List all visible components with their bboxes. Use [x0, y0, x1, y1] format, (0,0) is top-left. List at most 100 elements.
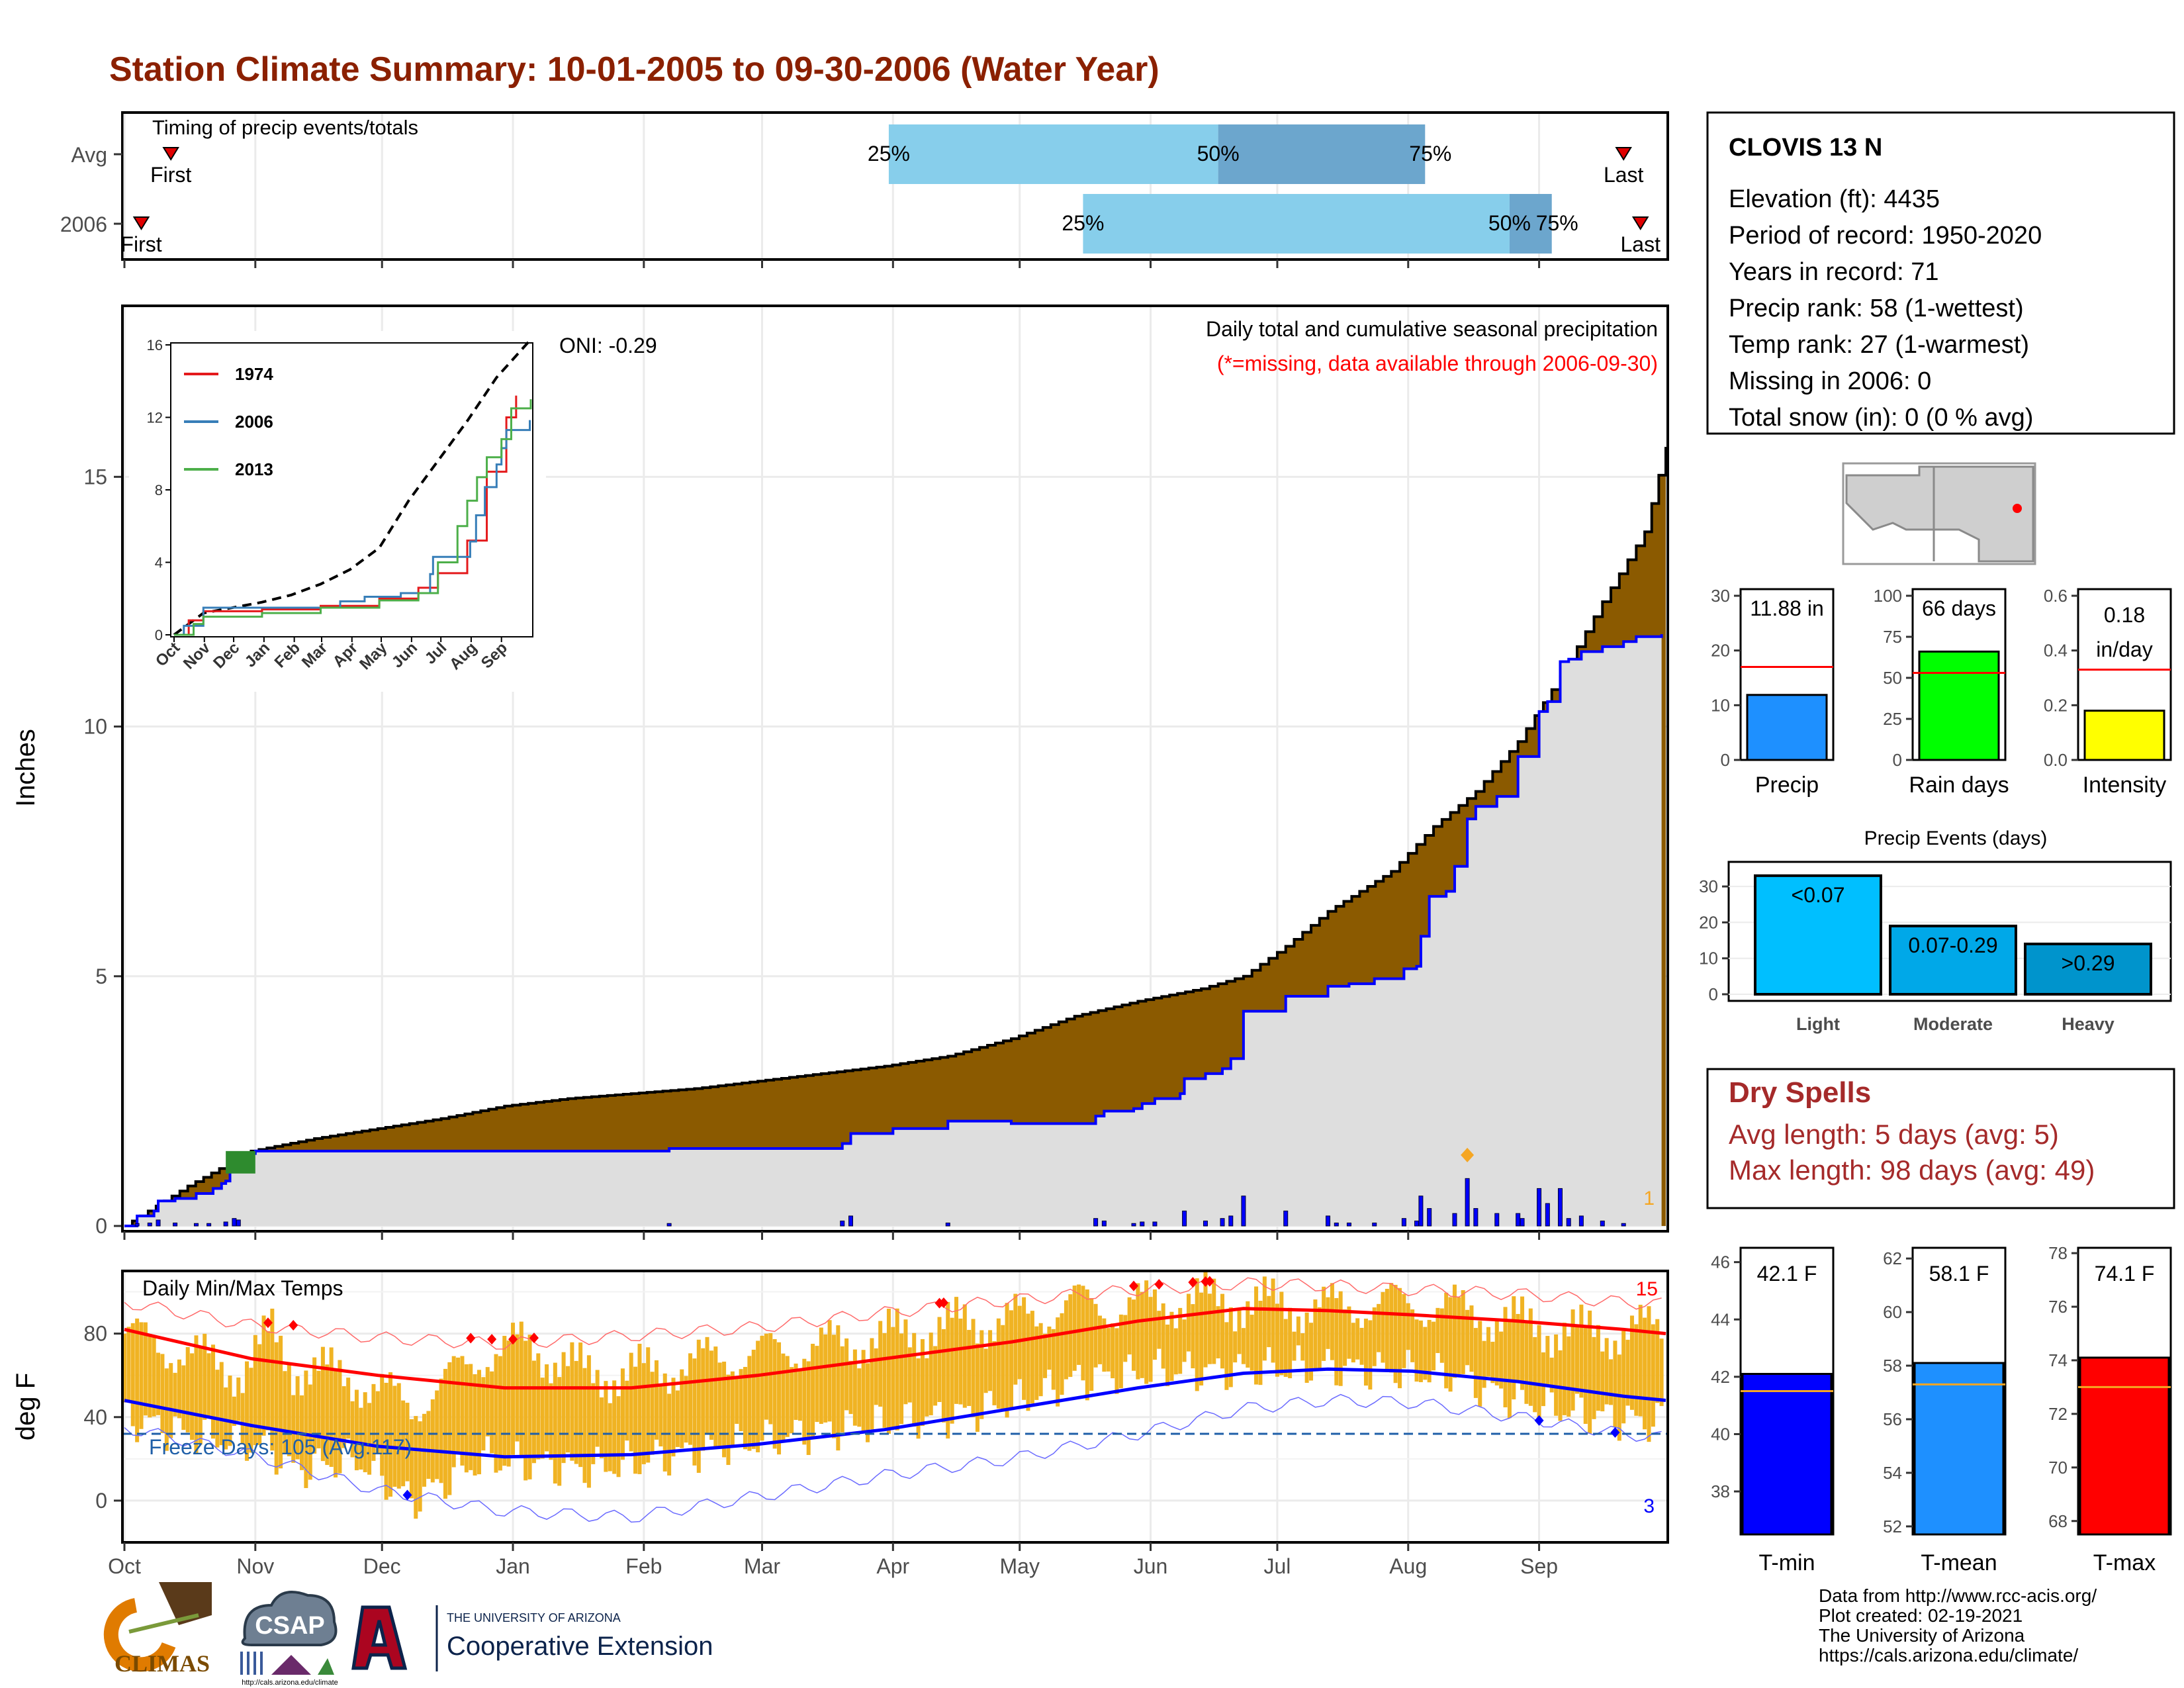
daily-temp-bar	[1435, 1307, 1440, 1354]
daily-temp-bar	[1111, 1323, 1115, 1379]
daily-temp-bar	[1579, 1304, 1584, 1398]
daily-temp-bar	[1494, 1321, 1499, 1385]
record-high-marker	[1188, 1277, 1198, 1288]
daily-temp-bar	[840, 1346, 844, 1432]
daily-precip-bar	[1465, 1178, 1470, 1227]
daily-temp-bar	[1554, 1334, 1559, 1416]
daily-temp-bar	[726, 1374, 731, 1466]
daily-temp-bar	[1152, 1289, 1157, 1360]
daily-temp-bar	[819, 1327, 823, 1425]
station-info-line: Precip rank: 58 (1-wettest)	[1729, 295, 2024, 322]
timing-first-marker	[162, 147, 179, 161]
daily-temp-bar	[1165, 1324, 1170, 1387]
daily-precip-bar	[1557, 1188, 1563, 1227]
daily-temp-bar	[717, 1362, 722, 1447]
event-bar-Light	[1754, 874, 1882, 996]
daily-temp-bar	[291, 1395, 296, 1463]
temp-summary-bar-T-min	[1741, 1373, 1833, 1536]
daily-temp-bar	[1060, 1313, 1064, 1395]
daily-temp-bar	[1600, 1351, 1605, 1412]
daily-temp-bar	[1338, 1291, 1343, 1386]
daily-temp-bar	[139, 1322, 144, 1429]
daily-temp-bar	[1613, 1340, 1617, 1428]
temp-summary-y-tick-label: 38	[1711, 1481, 1730, 1501]
daily-temp-bar	[895, 1308, 899, 1430]
record-high-marker	[1154, 1279, 1164, 1290]
daily-precip-bar	[1228, 1215, 1234, 1227]
daily-temp-bar	[958, 1318, 963, 1405]
freeze-days-label: Freeze Days: 105 (Avg:117)	[149, 1435, 412, 1459]
temp-y-tick-label: 80	[83, 1322, 107, 1346]
university-of-arizona-logo: THE UNIVERSITY OF ARIZONA Cooperative Ex…	[351, 1605, 713, 1671]
daily-temp-bar	[540, 1378, 545, 1459]
daily-temp-bar	[996, 1318, 1001, 1409]
daily-temp-bar	[561, 1352, 566, 1464]
daily-precip-bar	[236, 1219, 241, 1227]
daily-temp-bar	[1452, 1284, 1457, 1378]
daily-temp-bar	[1326, 1297, 1330, 1349]
daily-temp-bar	[1313, 1299, 1318, 1370]
temp-summary-y-tick-label: 58	[1883, 1356, 1902, 1376]
daily-precip-bar	[206, 1223, 212, 1227]
month-label: Aug	[1389, 1554, 1427, 1578]
daily-temp-bar	[553, 1362, 557, 1484]
inset-y-tick-label: 0	[155, 627, 163, 643]
daily-temp-bar	[1085, 1289, 1089, 1401]
daily-temp-bar	[325, 1364, 330, 1466]
daily-temp-bar	[257, 1344, 262, 1446]
footer-line: Data from http://www.rcc-acis.org/	[1819, 1585, 2097, 1606]
daily-temp-bar	[396, 1383, 401, 1489]
daily-temp-bar	[1132, 1299, 1136, 1371]
daily-precip-bar	[1494, 1213, 1500, 1227]
daily-temp-bar	[1537, 1325, 1541, 1421]
station-info-line: Temp rank: 27 (1-warmest)	[1729, 331, 2029, 359]
daily-temp-bar	[1355, 1318, 1360, 1360]
daily-temp-bar	[625, 1380, 629, 1441]
daily-temp-bar	[823, 1334, 828, 1423]
temp-summary-y-tick-label: 68	[2048, 1511, 2068, 1531]
daily-temp-bar	[430, 1399, 435, 1483]
daily-precip-bar	[1473, 1208, 1479, 1227]
daily-temp-bar	[363, 1392, 367, 1473]
daily-temp-bar	[827, 1320, 832, 1422]
daily-temp-bar	[612, 1380, 617, 1474]
timing-p75-label: 75%	[1536, 211, 1578, 235]
record-high-marker	[289, 1320, 298, 1331]
daily-temp-bar	[574, 1360, 578, 1464]
daily-temp-bar	[1503, 1307, 1508, 1408]
record-min-line	[124, 1393, 1662, 1523]
temp-summary-y-tick-label: 60	[1883, 1302, 1902, 1322]
daily-temp-bar	[1377, 1303, 1381, 1352]
daily-temp-bar	[616, 1396, 621, 1477]
daily-temp-bar	[469, 1364, 473, 1470]
daily-temp-bar	[920, 1338, 925, 1427]
daily-temp-bar	[130, 1323, 135, 1427]
daily-temp-bar	[747, 1356, 752, 1451]
daily-temp-bar	[1655, 1319, 1660, 1403]
daily-temp-bar	[836, 1325, 841, 1451]
ua-logo-small-text: THE UNIVERSITY OF ARIZONA	[447, 1611, 621, 1624]
footer-credits: Data from http://www.rcc-acis.org/Plot c…	[1819, 1585, 2097, 1665]
summary-y-tick-label: 0.6	[2044, 586, 2068, 606]
daily-temp-bar	[696, 1339, 701, 1473]
daily-temp-bar	[971, 1319, 976, 1417]
daily-temp-bar	[886, 1309, 891, 1434]
daily-temp-bar	[975, 1343, 979, 1432]
daily-temp-bar	[882, 1333, 887, 1428]
daily-temp-bar	[1228, 1307, 1233, 1387]
inset-y-tick-label: 16	[147, 337, 163, 353]
event-category-label: Light	[1796, 1014, 1840, 1034]
daily-temp-bar	[671, 1378, 676, 1457]
daily-temp-bar	[1368, 1320, 1373, 1390]
daily-temp-bar	[777, 1342, 782, 1455]
daily-temp-bar	[409, 1419, 414, 1499]
daily-precip-bar	[1520, 1218, 1525, 1227]
daily-temp-bar	[274, 1342, 279, 1475]
daily-temp-bar	[1393, 1284, 1398, 1383]
summary-y-tick-label: 100	[1874, 586, 1902, 606]
daily-temp-bar	[730, 1371, 735, 1446]
inset-background	[129, 331, 546, 692]
daily-temp-bar	[405, 1403, 410, 1481]
daily-temp-bar	[764, 1333, 768, 1420]
